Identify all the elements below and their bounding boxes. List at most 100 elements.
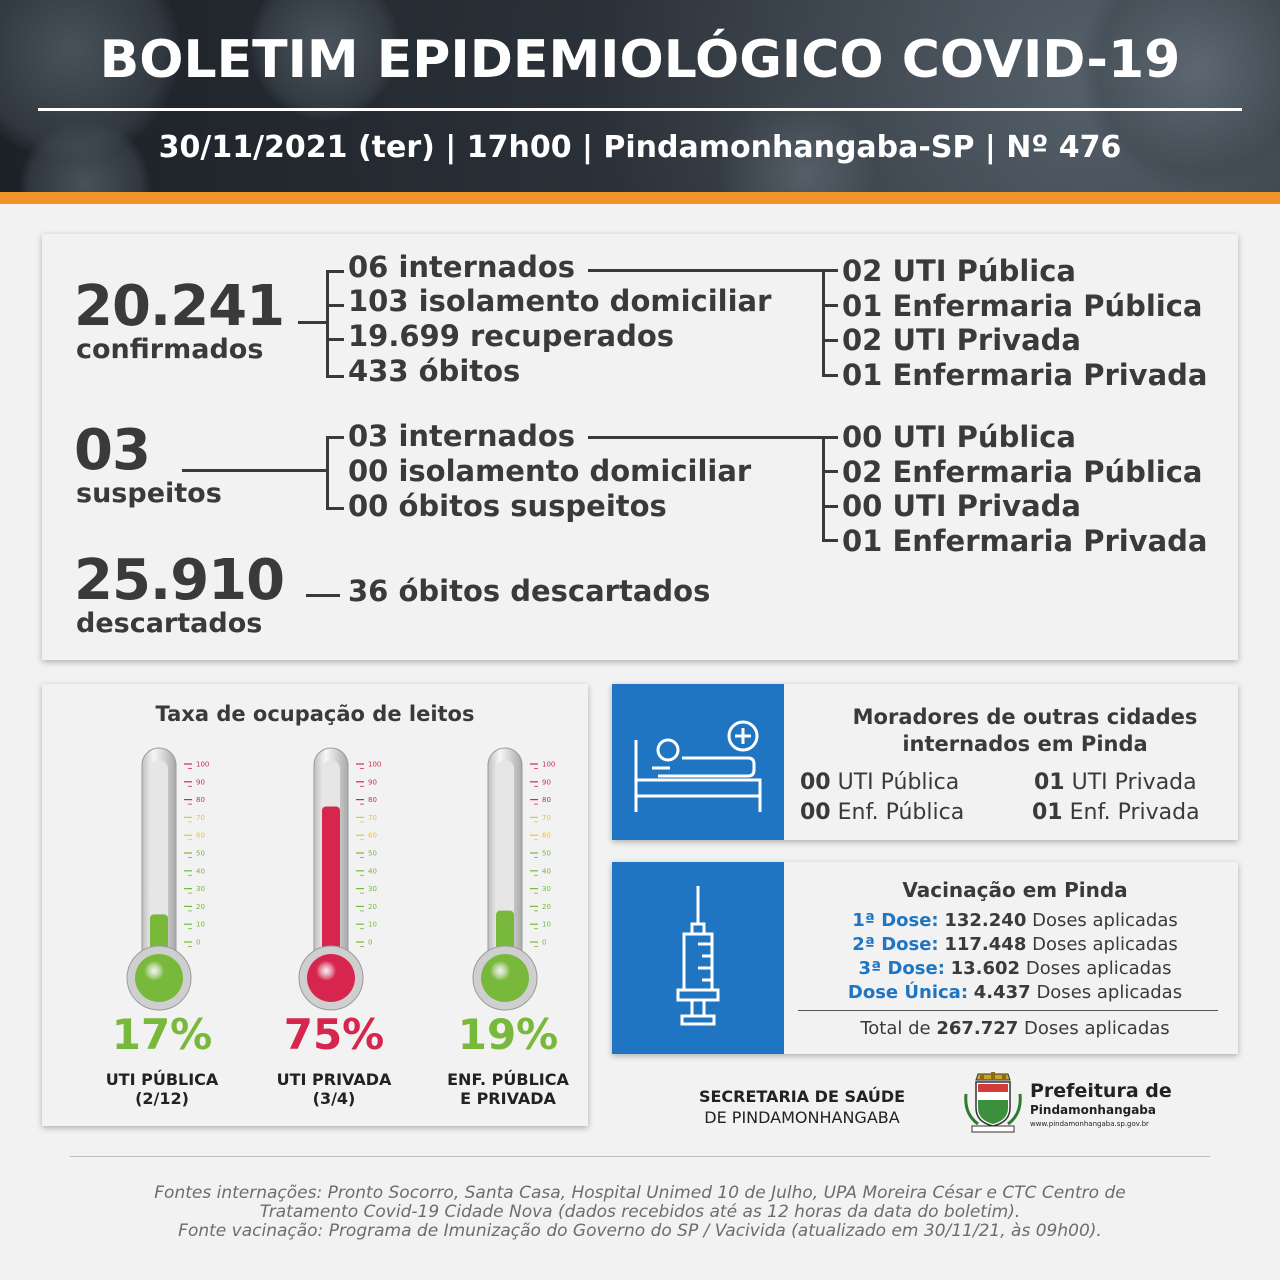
connector-line — [822, 436, 838, 439]
svg-text:10: 10 — [542, 921, 551, 929]
secretaria-line2: DE PINDAMONHANGABA — [704, 1108, 900, 1127]
confirmados-label: confirmados — [76, 334, 264, 365]
dose-suffix: Doses aplicadas — [1025, 958, 1172, 979]
vaccination-row: 2ª Dose: 117.448 Doses aplicadas — [792, 934, 1238, 955]
svg-text:20: 20 — [542, 903, 551, 911]
connector-line — [326, 436, 344, 439]
secretaria-line1: SECRETARIA DE SAÚDE — [698, 1087, 906, 1106]
svg-text:60: 60 — [542, 832, 551, 840]
cell-label: UTI Pública — [837, 770, 960, 795]
dose-suffix: Doses aplicadas — [1036, 982, 1183, 1003]
vaccination-total: Total de 267.727 Doses aplicadas — [792, 1018, 1238, 1039]
virus-decoration — [250, 0, 400, 120]
total-suffix: Doses aplicadas — [1024, 1018, 1170, 1039]
sources-footnote: Fontes internações: Pronto Socorro, Sant… — [30, 1184, 1250, 1241]
connector-line — [298, 321, 328, 324]
dose-value: 13.602 — [950, 958, 1021, 979]
total-value: 267.727 — [936, 1018, 1019, 1039]
connector-line — [326, 507, 344, 510]
connector-line — [326, 304, 344, 307]
svg-text:80: 80 — [368, 796, 377, 804]
other-cities-icon-box — [612, 684, 784, 840]
connector-line — [326, 338, 344, 341]
occupancy-label: ENF. PÚBLICA E PRIVADA — [428, 1070, 588, 1108]
dose-label: 1ª Dose: — [852, 910, 939, 931]
title-divider — [38, 108, 1242, 111]
descartados-label: descartados — [76, 608, 263, 639]
connector-line — [822, 505, 838, 508]
footer-divider — [70, 1156, 1210, 1157]
vaccination-row: 1ª Dose: 132.240 Doses aplicadas — [792, 910, 1238, 931]
connector-line — [822, 470, 838, 473]
dose-suffix: Doses aplicadas — [1032, 934, 1178, 955]
dose-label: 3ª Dose: — [858, 958, 945, 979]
thermometer: 100 90 80 70 60 50 40 30 20 10 0 — [102, 746, 222, 1016]
other-cities-cell: 00 Enf. Pública — [800, 800, 964, 825]
occupancy-title: Taxa de ocupação de leitos — [155, 702, 475, 726]
other-cities-cell: 01 UTI Privada — [1034, 770, 1197, 795]
svg-text:40: 40 — [368, 867, 377, 875]
svg-text:60: 60 — [196, 832, 205, 840]
connector-line — [822, 339, 838, 342]
occupancy-label: UTI PRIVADA (3/4) — [254, 1070, 414, 1108]
thermometer-bulb — [481, 954, 529, 1002]
svg-text:0: 0 — [542, 939, 546, 947]
svg-text:20: 20 — [196, 903, 205, 911]
svg-text:90: 90 — [368, 778, 377, 786]
occupancy-label-line2: E PRIVADA — [460, 1089, 556, 1108]
suspeitos-item: 03 internados — [348, 419, 576, 453]
connector-line — [326, 270, 344, 273]
prefeitura-line1: Prefeitura de — [1030, 1080, 1172, 1102]
confirmados-breakdown: 02 UTI Privada — [842, 323, 1081, 357]
svg-text:50: 50 — [196, 850, 205, 858]
svg-text:100: 100 — [368, 761, 381, 769]
svg-text:30: 30 — [542, 885, 551, 893]
svg-text:50: 50 — [368, 850, 377, 858]
other-cities-panel: Moradores de outras cidades internados e… — [612, 684, 1238, 840]
suspeitos-item: 00 isolamento domiciliar — [348, 454, 752, 488]
cell-label: Enf. Privada — [1069, 800, 1200, 825]
connector-line — [326, 436, 329, 510]
confirmados-item: 06 internados — [348, 250, 576, 284]
header-banner: BOLETIM EPIDEMIOLÓGICO COVID-19 30/11/20… — [0, 0, 1280, 192]
connector-line — [326, 270, 329, 378]
svg-text:40: 40 — [196, 867, 205, 875]
svg-text:20: 20 — [368, 903, 377, 911]
connector-line — [306, 594, 340, 597]
vaccination-title: Vacinação em Pinda — [902, 878, 1128, 902]
svg-text:10: 10 — [368, 921, 377, 929]
cases-panel: 20.241 confirmados 06 internados 103 iso… — [42, 234, 1238, 660]
other-cities-cell: 01 Enf. Privada — [1032, 800, 1200, 825]
dose-label: Dose Única: — [847, 982, 969, 1003]
connector-line — [588, 436, 822, 439]
cell-label: UTI Privada — [1071, 770, 1197, 795]
sources-line3: Fonte vacinação: Programa de Imunização … — [178, 1221, 1102, 1241]
svg-text:30: 30 — [196, 885, 205, 893]
occupancy-label: UTI PÚBLICA (2/12) — [82, 1070, 242, 1108]
page-subtitle: 30/11/2021 (ter) | 17h00 | Pindamonhanga… — [158, 130, 1122, 165]
confirmados-breakdown: 02 UTI Pública — [842, 254, 1076, 288]
occupancy-label-line1: UTI PÚBLICA — [105, 1070, 219, 1089]
connector-line — [822, 304, 838, 307]
confirmados-item: 433 óbitos — [348, 354, 521, 388]
connector-line — [822, 539, 838, 542]
sources-line1: Fontes internações: Pronto Socorro, Sant… — [154, 1183, 1126, 1203]
dose-suffix: Doses aplicadas — [1032, 910, 1178, 931]
thermometer: 100 90 80 70 60 50 40 30 20 10 0 — [274, 746, 394, 1016]
svg-text:70: 70 — [368, 814, 377, 822]
confirmados-breakdown: 01 Enfermaria Privada — [842, 358, 1208, 392]
thermometer-bulb — [307, 954, 355, 1002]
dose-value: 4.437 — [973, 982, 1031, 1003]
occupancy-label-line2: (2/12) — [135, 1089, 189, 1108]
descartados-item: 36 óbitos descartados — [348, 574, 711, 608]
svg-text:80: 80 — [196, 796, 205, 804]
suspeitos-breakdown: 00 UTI Privada — [842, 489, 1081, 523]
svg-text:90: 90 — [542, 778, 551, 786]
occupancy-label-line2: (3/4) — [312, 1089, 356, 1108]
occupancy-label-line1: ENF. PÚBLICA — [447, 1070, 569, 1089]
syringe-icon — [676, 886, 720, 1026]
thermometer-bulb — [135, 954, 183, 1002]
city-crest-icon — [964, 1072, 1022, 1133]
connector-line — [822, 269, 825, 376]
suspeitos-breakdown: 02 Enfermaria Pública — [842, 455, 1203, 489]
